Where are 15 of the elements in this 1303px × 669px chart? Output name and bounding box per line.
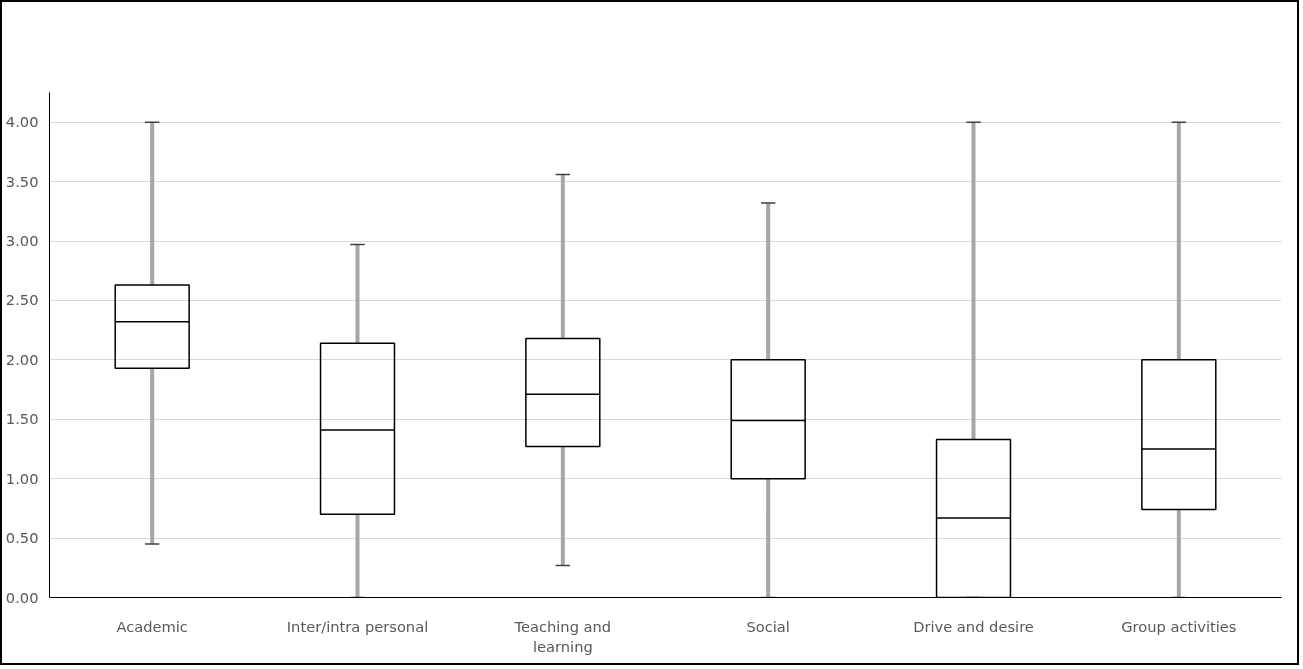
y-tick-label: 2.50 [5,291,39,309]
y-tick-label: 2.00 [5,350,39,368]
y-tick-label: 1.00 [5,469,39,487]
x-tick-label: Inter/intra personal [286,617,429,635]
x-tick-label: Academic [116,617,188,635]
x-tick-label: Group activities [1121,617,1237,635]
x-tick-label: Teaching and learning [513,617,612,655]
y-tick-label: 0.00 [5,588,39,606]
y-tick-label: 0.50 [5,529,39,547]
y-tick-label: 1.50 [5,410,39,428]
y-tick-label: 3.00 [5,232,39,250]
x-tick-label: Social [746,617,790,635]
x-tick-label: Drive and desire [913,617,1034,635]
y-tick-label: 4.00 [5,113,39,131]
y-tick-label: 3.50 [5,172,39,190]
